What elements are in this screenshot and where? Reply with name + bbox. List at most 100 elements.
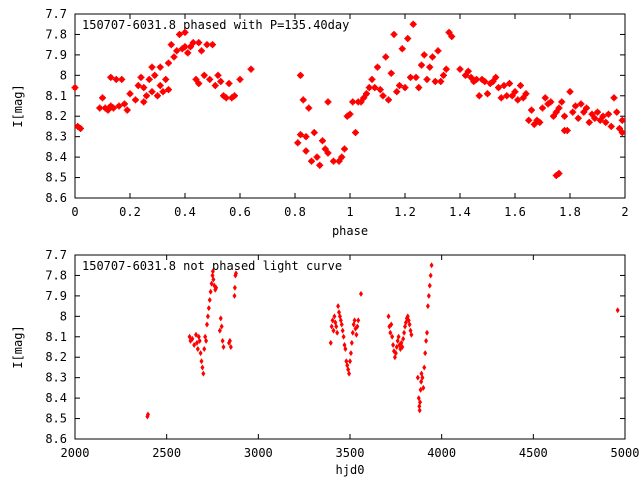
phased-data-point bbox=[148, 88, 156, 96]
unphased-y-axis-label: I[mag] bbox=[11, 325, 25, 368]
unphased-x-tick-label: 2500 bbox=[152, 446, 181, 460]
unphased-data-point bbox=[339, 321, 344, 328]
phased-data-point bbox=[415, 84, 423, 92]
phased-data-point bbox=[170, 53, 178, 61]
unphased-data-point bbox=[200, 364, 205, 371]
unphased-data-point bbox=[425, 329, 429, 336]
phased-data-point bbox=[151, 71, 159, 79]
phased-data-point bbox=[528, 106, 535, 114]
phased-data-point bbox=[379, 92, 387, 100]
phased-x-tick-label: 0.4 bbox=[174, 205, 196, 219]
unphased-plot-frame bbox=[74, 254, 626, 440]
phased-data-point bbox=[209, 41, 216, 49]
phased-data-point bbox=[335, 157, 343, 165]
unphased-data-point bbox=[356, 317, 361, 324]
unphased-data-point bbox=[205, 321, 209, 328]
phased-y-tick-label: 8.2 bbox=[45, 109, 67, 123]
phased-data-point bbox=[137, 73, 145, 81]
phased-x-tick-label: 1.6 bbox=[504, 205, 526, 219]
unphased-data-point bbox=[206, 305, 211, 312]
unphased-data-point bbox=[210, 268, 215, 275]
phased-data-point bbox=[115, 102, 123, 110]
unphased-data-point bbox=[391, 341, 396, 348]
phased-data-point bbox=[200, 71, 208, 79]
unphased-data-point bbox=[219, 323, 224, 330]
unphased-data-point bbox=[418, 386, 423, 393]
unphased-y-tick-label: 8.6 bbox=[45, 432, 67, 446]
unphased-x-tick-label: 5000 bbox=[611, 446, 640, 460]
unphased-data-point bbox=[330, 317, 335, 324]
phased-data-point bbox=[165, 59, 172, 67]
phased-data-point bbox=[198, 47, 205, 55]
phased-data-point bbox=[360, 94, 368, 102]
phased-data-point bbox=[613, 108, 621, 116]
unphased-data-point bbox=[396, 333, 401, 340]
phased-data-point bbox=[206, 75, 214, 83]
phased-data-point bbox=[591, 114, 599, 122]
phased-data-point bbox=[176, 30, 183, 38]
phased-data-point bbox=[140, 98, 148, 106]
phased-data-point bbox=[192, 75, 200, 83]
unphased-data-point bbox=[197, 337, 202, 344]
phased-x-tick-label: 1 bbox=[346, 205, 353, 219]
unphased-data-point bbox=[409, 331, 414, 338]
phased-data-point bbox=[211, 82, 219, 90]
unphased-data-point bbox=[427, 282, 432, 289]
unphased-data-point bbox=[417, 407, 422, 414]
phased-data-point bbox=[143, 92, 150, 100]
unphased-y-tick-label: 7.9 bbox=[45, 289, 67, 303]
phased-data-point bbox=[541, 94, 549, 102]
unphased-x-tick-label: 2000 bbox=[61, 446, 90, 460]
unphased-data-point bbox=[209, 280, 214, 287]
unphased-data-point bbox=[331, 327, 336, 334]
phased-data-point bbox=[121, 100, 128, 108]
phased-data-point bbox=[404, 35, 412, 43]
unphased-data-point bbox=[328, 339, 333, 346]
phased-data-point bbox=[426, 63, 434, 71]
phased-data-point bbox=[572, 102, 579, 110]
unphased-data-point bbox=[329, 323, 334, 330]
phased-data-point bbox=[104, 106, 112, 114]
phased-data-point bbox=[429, 53, 436, 61]
phased-data-point bbox=[167, 41, 175, 49]
unphased-data-point bbox=[332, 313, 337, 320]
unphased-data-point bbox=[220, 337, 225, 344]
phased-data-point bbox=[156, 82, 164, 90]
phased-data-point bbox=[99, 94, 106, 102]
phased-data-point bbox=[508, 92, 516, 100]
unphased-y-tick-label: 8.2 bbox=[45, 350, 67, 364]
unphased-data-point bbox=[227, 337, 232, 344]
unphased-data-point bbox=[194, 331, 198, 338]
unphased-x-ticks: 2000 2500 3000 3500 4000 4500 5000 bbox=[61, 255, 640, 460]
unphased-data-point bbox=[214, 284, 219, 291]
unphased-y-tick-label: 8.5 bbox=[45, 412, 67, 426]
phased-data-point bbox=[134, 82, 142, 90]
unphased-data-point bbox=[232, 292, 237, 299]
phased-x-tick-label: 2 bbox=[621, 205, 628, 219]
phased-data-point bbox=[412, 73, 420, 81]
phased-y-tick-label: 8.4 bbox=[45, 150, 67, 164]
phased-data-point bbox=[561, 112, 568, 120]
phased-data-point bbox=[563, 127, 571, 135]
phased-data-point bbox=[407, 73, 414, 81]
phased-data-point bbox=[126, 90, 134, 98]
phased-data-point bbox=[481, 77, 489, 85]
phased-data-point bbox=[310, 129, 318, 137]
unphased-data-point bbox=[347, 370, 352, 377]
unphased-data-point bbox=[421, 384, 426, 391]
phased-data-point bbox=[299, 96, 307, 104]
unphased-data-point bbox=[426, 292, 431, 299]
unphased-data-point bbox=[615, 307, 620, 314]
phased-data-point bbox=[464, 67, 472, 75]
phased-data-point bbox=[140, 84, 148, 92]
unphased-panel: 150707-6031.8 not phased light curve hjd… bbox=[11, 248, 639, 477]
phased-x-tick-label: 1.2 bbox=[394, 205, 416, 219]
unphased-y-tick-label: 7.8 bbox=[45, 268, 67, 282]
phased-y-tick-label: 8.6 bbox=[45, 191, 67, 205]
phased-data-point bbox=[387, 69, 395, 77]
unphased-data-point bbox=[204, 337, 209, 344]
phased-data-point bbox=[398, 45, 406, 53]
phased-chart-title: 150707-6031.8 phased with P=135.40day bbox=[82, 18, 349, 32]
unphased-y-tick-label: 8 bbox=[60, 309, 67, 323]
phased-data-point bbox=[371, 84, 379, 92]
